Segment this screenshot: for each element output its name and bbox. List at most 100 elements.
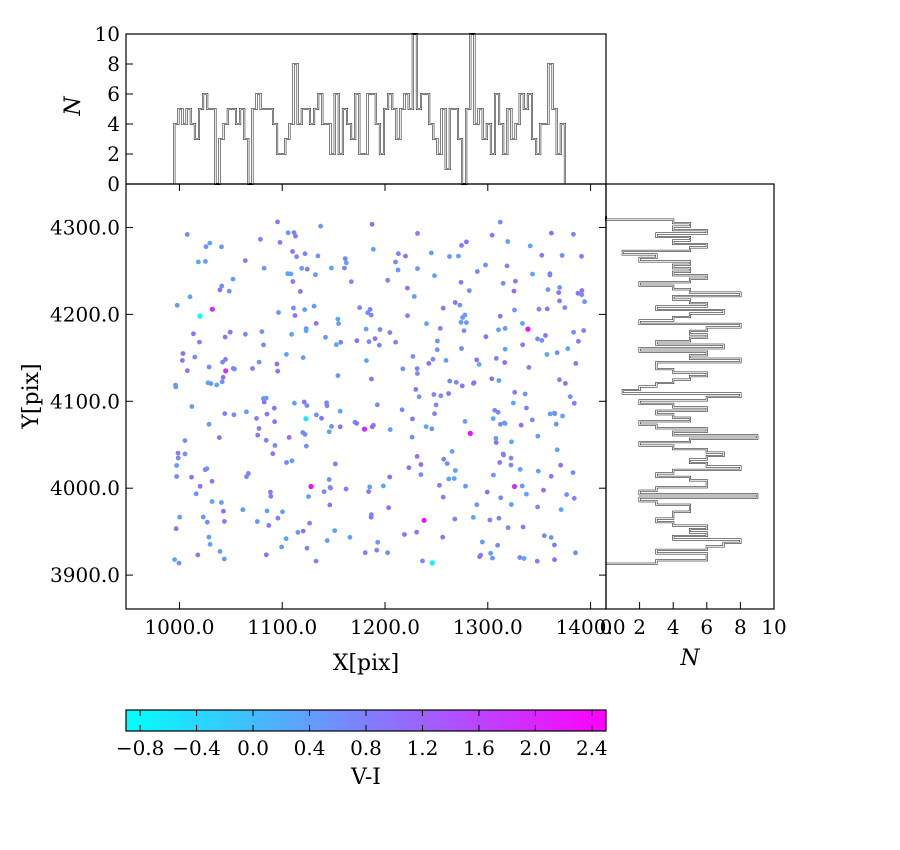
scatter-point xyxy=(342,265,347,271)
scatter-point xyxy=(415,231,420,236)
scatter-point xyxy=(411,294,417,299)
top-y-tick-label: 0 xyxy=(107,172,120,196)
scatter-point xyxy=(459,243,464,248)
colorbar-tick-label: 2.4 xyxy=(576,736,608,760)
x-tick-label: 1000.0 xyxy=(144,615,214,639)
scatter-point xyxy=(174,302,180,308)
scatter-point xyxy=(452,516,458,522)
scatter-point xyxy=(535,468,541,474)
scatter-point xyxy=(243,331,248,337)
scatter-point xyxy=(548,535,554,540)
scatter-point xyxy=(426,361,432,366)
scatter-point xyxy=(306,494,311,499)
scatter-point xyxy=(242,258,248,263)
scatter-point xyxy=(548,230,554,236)
scatter-point xyxy=(396,251,401,257)
scatter-point xyxy=(520,524,526,530)
scatter-point xyxy=(275,515,281,521)
scatter-point xyxy=(263,552,269,558)
scatter-point xyxy=(386,505,391,511)
scatter-point xyxy=(375,539,381,545)
scatter-point xyxy=(286,435,292,440)
scatter-point xyxy=(370,246,376,252)
scatter-point xyxy=(176,560,182,566)
scatter-point xyxy=(180,358,185,363)
scatter-point xyxy=(474,269,480,274)
top-y-tick-label: 4 xyxy=(107,112,120,136)
scatter-point xyxy=(467,430,473,436)
scatter-point xyxy=(217,549,223,554)
scatter-point xyxy=(191,331,196,337)
scatter-point xyxy=(246,471,251,476)
scatter-point xyxy=(510,400,516,406)
scatter-point xyxy=(462,419,468,424)
scatter-point xyxy=(187,294,193,300)
scatter-point xyxy=(295,530,301,535)
scatter-point xyxy=(244,409,249,415)
scatter-point xyxy=(173,384,179,390)
scatter-point xyxy=(220,374,226,380)
scatter-point xyxy=(521,556,527,561)
scatter-point xyxy=(272,443,278,448)
scatter-point xyxy=(459,383,465,389)
scatter-point xyxy=(496,378,502,383)
scatter-point xyxy=(400,366,406,372)
scatter-point xyxy=(449,449,455,454)
scatter-point xyxy=(254,519,260,524)
scatter-point xyxy=(175,455,181,461)
scatter-point xyxy=(458,279,464,285)
scatter-point xyxy=(556,290,562,295)
scatter-point xyxy=(321,489,327,495)
scatter-point xyxy=(393,339,398,345)
scatter-point xyxy=(581,328,587,333)
scatter-point xyxy=(508,455,514,461)
scatter-point xyxy=(367,484,373,490)
scatter-point xyxy=(428,250,434,256)
scatter-point xyxy=(299,265,305,271)
right-histogram-x-ticks: 0 2 4 6 8 10 xyxy=(600,602,787,639)
scatter-point xyxy=(333,342,339,348)
scatter-point xyxy=(364,358,369,363)
scatter-point xyxy=(518,422,524,428)
scatter-point xyxy=(387,427,393,432)
scatter-point xyxy=(418,472,424,478)
scatter-point xyxy=(433,402,439,408)
scatter-point xyxy=(223,357,228,362)
scatter-point xyxy=(302,251,308,257)
scatter-point xyxy=(348,279,354,285)
scatter-point xyxy=(369,221,375,227)
scatter-point xyxy=(573,550,578,556)
top-histogram-frame xyxy=(125,33,607,185)
scatter-point xyxy=(527,243,533,249)
scatter-point xyxy=(374,402,380,408)
scatter-point xyxy=(526,365,532,370)
scatter-point xyxy=(192,354,198,360)
scatter-point xyxy=(280,509,285,515)
scatter-point xyxy=(477,554,482,560)
scatter-point xyxy=(446,476,452,482)
scatter-point xyxy=(476,362,482,367)
scatter-point xyxy=(456,253,461,259)
scatter-point xyxy=(429,426,435,432)
scatter-point xyxy=(207,541,213,547)
scatter-point xyxy=(564,492,569,497)
scatter-point xyxy=(570,470,576,475)
scatter-point xyxy=(362,550,368,556)
scatter-point xyxy=(219,379,225,385)
scatter-point xyxy=(496,327,501,333)
scatter-point xyxy=(343,260,349,266)
scatter-point xyxy=(385,277,391,283)
scatter-point xyxy=(363,326,369,332)
scatter-point xyxy=(220,359,225,365)
scatter-point xyxy=(548,473,554,479)
scatter-point xyxy=(263,437,269,443)
y-tick-label: 3900.0 xyxy=(50,563,120,587)
scatter-point xyxy=(369,376,374,382)
scatter-point xyxy=(367,307,373,312)
scatter-point xyxy=(222,411,228,416)
scatter-point xyxy=(579,292,585,298)
scatter-point xyxy=(354,421,359,426)
scatter-point xyxy=(329,265,334,271)
scatter-point xyxy=(576,338,581,344)
scatter-point xyxy=(261,265,267,271)
